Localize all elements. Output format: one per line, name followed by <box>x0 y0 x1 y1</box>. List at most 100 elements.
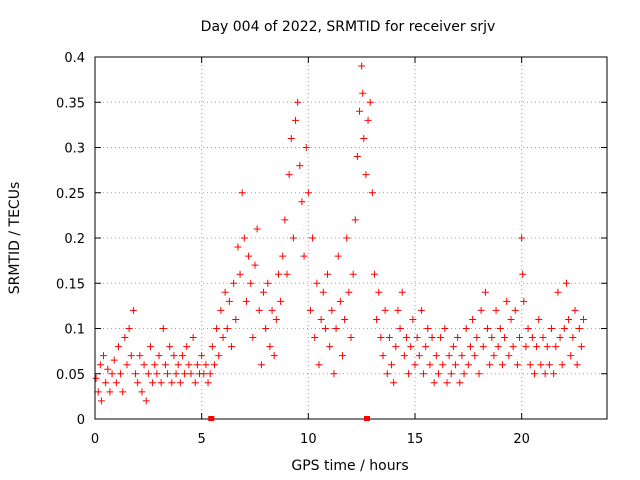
data-point <box>309 234 317 242</box>
data-point <box>306 306 314 314</box>
data-point <box>388 361 396 369</box>
data-point <box>96 361 104 369</box>
data-point <box>272 315 280 323</box>
data-point <box>456 379 464 387</box>
data-point <box>277 297 285 305</box>
data-point <box>132 370 140 378</box>
data-point <box>217 306 225 314</box>
data-point <box>238 189 246 197</box>
data-point <box>441 325 449 332</box>
data-point <box>396 325 404 332</box>
data-point <box>537 361 545 369</box>
data-point <box>430 379 438 387</box>
data-point <box>230 279 238 287</box>
data-point <box>428 334 436 342</box>
data-point <box>360 134 368 142</box>
data-point <box>264 279 272 287</box>
data-point <box>106 388 114 396</box>
data-point <box>362 171 370 179</box>
data-point <box>328 306 336 314</box>
data-point <box>424 325 432 332</box>
data-point <box>567 352 575 360</box>
data-point <box>157 379 165 387</box>
data-point <box>112 379 120 387</box>
data-point <box>466 343 474 351</box>
data-point <box>548 325 556 332</box>
data-point <box>373 315 381 323</box>
data-point <box>289 234 297 242</box>
data-point <box>498 361 506 369</box>
data-point <box>486 361 494 369</box>
data-point <box>183 343 191 351</box>
data-point <box>149 379 157 387</box>
data-point <box>575 325 583 332</box>
data-point <box>144 370 152 378</box>
data-point <box>409 315 417 323</box>
data-point <box>507 315 515 323</box>
data-point <box>417 306 425 314</box>
data-point <box>251 261 259 269</box>
data-point <box>533 343 541 351</box>
data-point <box>330 370 338 378</box>
data-point <box>405 370 413 378</box>
data-point <box>204 379 212 387</box>
data-point <box>528 334 536 342</box>
data-point <box>341 315 349 323</box>
chart-title: Day 004 of 2022, SRMTID for receiver srj… <box>201 19 496 35</box>
data-point <box>298 198 306 206</box>
data-point <box>439 361 447 369</box>
data-point <box>287 134 295 142</box>
data-point <box>193 361 201 369</box>
data-point <box>505 352 513 360</box>
data-point <box>392 343 400 351</box>
data-point <box>129 306 137 314</box>
data-point <box>565 315 573 323</box>
data-point <box>268 306 276 314</box>
data-point <box>279 252 287 260</box>
data-point <box>294 98 302 106</box>
data-point <box>247 279 255 287</box>
data-point <box>462 325 470 332</box>
data-point <box>413 334 421 342</box>
x-axis-marker <box>364 416 370 421</box>
data-point <box>543 343 551 351</box>
data-point <box>225 297 233 305</box>
data-point <box>232 315 240 323</box>
data-point <box>123 361 131 369</box>
data-point <box>539 334 547 342</box>
data-point <box>560 325 568 332</box>
y-tick-label: 0.05 <box>56 368 85 383</box>
data-point <box>477 306 485 314</box>
data-point <box>102 379 110 387</box>
data-point <box>484 325 492 332</box>
x-axis-markers <box>208 416 370 421</box>
data-point <box>228 343 236 351</box>
data-point <box>94 388 102 396</box>
data-point <box>501 334 509 342</box>
data-point <box>349 270 357 278</box>
data-point <box>375 288 383 296</box>
data-point <box>146 343 154 351</box>
data-point <box>338 352 346 360</box>
data-point <box>411 361 419 369</box>
data-point <box>172 370 180 378</box>
data-point <box>319 288 327 296</box>
x-tick-label: 0 <box>91 432 99 447</box>
data-point <box>377 334 385 342</box>
data-point <box>383 370 391 378</box>
data-point <box>178 352 186 360</box>
data-point <box>458 352 466 360</box>
data-point <box>210 361 218 369</box>
data-point <box>556 334 564 342</box>
data-point <box>580 315 588 323</box>
data-point <box>445 352 453 360</box>
data-point <box>368 189 376 197</box>
data-point <box>296 162 304 170</box>
y-tick-label: 0.4 <box>64 51 85 66</box>
data-point <box>359 89 367 97</box>
y-tick-label: 0 <box>77 413 85 428</box>
grid-lines <box>95 57 607 419</box>
data-point <box>168 379 176 387</box>
data-point <box>285 171 293 179</box>
